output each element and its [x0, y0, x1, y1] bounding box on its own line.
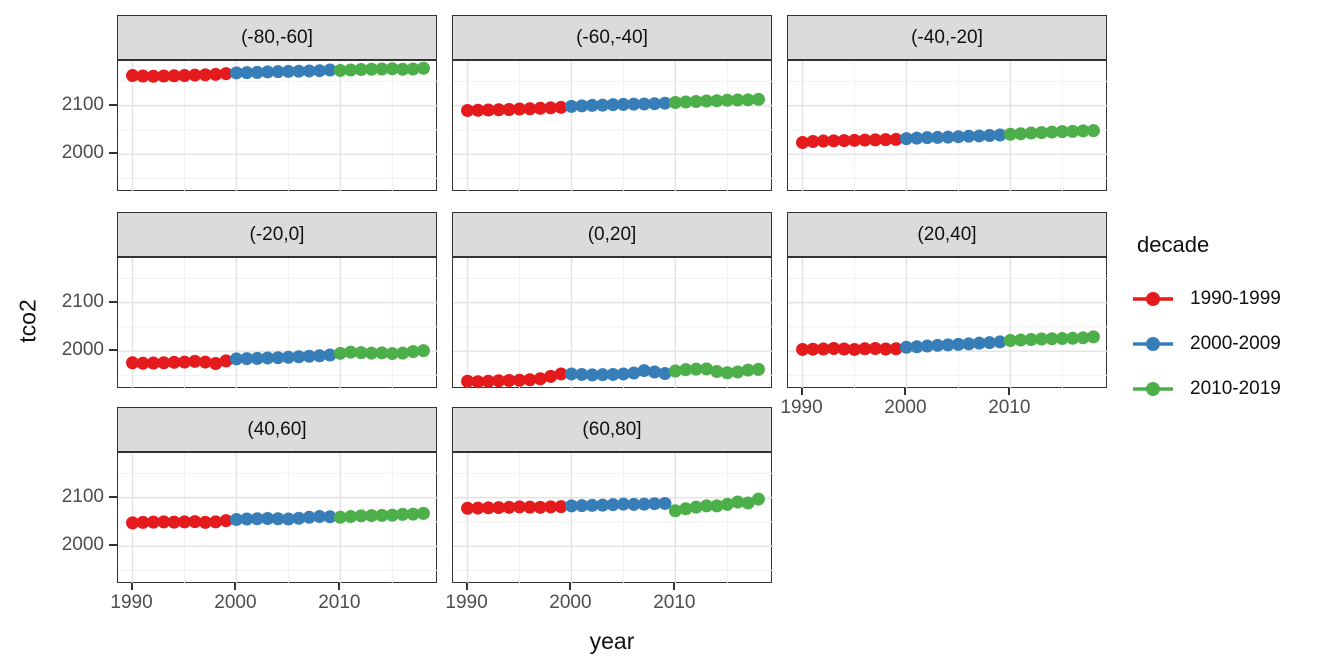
- series-2010-2019: [1003, 330, 1100, 347]
- facet-panel-svg: [788, 258, 1108, 389]
- facet-panel: [787, 60, 1108, 192]
- facet-strip-label: (-20,0]: [117, 212, 437, 257]
- series-1990-1999: [126, 354, 233, 371]
- x-tick-mark: [338, 583, 341, 590]
- legend-entries: 1990-1999 2000-2009 2010-2019: [1133, 276, 1281, 411]
- x-tick-label: 1990: [445, 592, 488, 613]
- series-1990-1999: [126, 67, 233, 83]
- x-tick-mark: [904, 388, 907, 395]
- series-2000-2009: [564, 364, 672, 382]
- facet-panel-svg: [788, 61, 1108, 192]
- facet-panel-svg: [453, 453, 773, 584]
- series-2000-2009: [564, 96, 672, 113]
- y-tick-label: 2000: [61, 534, 104, 556]
- series-2010-2019: [333, 344, 430, 361]
- facet-strip-label: (-40,-20]: [787, 15, 1107, 60]
- facet-panel: [787, 257, 1108, 389]
- series-1990-1999: [796, 341, 903, 356]
- facet-strip-label: (-80,-60]: [117, 15, 437, 60]
- legend-key-icon: [1133, 381, 1173, 396]
- series-2010-2019: [333, 506, 430, 524]
- x-tick-mark: [673, 583, 676, 590]
- y-tick-mark: [109, 544, 117, 547]
- series-2000-2009: [564, 496, 672, 513]
- legend-entry: 1990-1999: [1133, 276, 1281, 321]
- legend-key-icon: [1133, 291, 1173, 306]
- legend-entry: 2010-2019: [1133, 366, 1281, 411]
- facet-panel-svg: [118, 258, 438, 389]
- x-tick-label: 2000: [884, 397, 927, 418]
- facet-panel: [117, 452, 438, 584]
- y-tick-label: 2000: [61, 142, 104, 164]
- series-2000-2009: [229, 348, 337, 366]
- x-tick-mark: [130, 583, 133, 590]
- series-2010-2019: [1003, 124, 1100, 141]
- facet-panel: [452, 257, 773, 389]
- series-2010-2019: [333, 61, 430, 77]
- x-tick-label: 2010: [318, 592, 361, 613]
- legend-key-icon: [1133, 336, 1173, 351]
- legend-title: decade: [1137, 232, 1210, 257]
- facet-strip-label: (-60,-40]: [452, 15, 772, 60]
- x-tick-mark: [800, 388, 803, 395]
- series-2000-2009: [899, 128, 1007, 146]
- y-tick-mark: [109, 349, 117, 352]
- series-2000-2009: [229, 63, 337, 80]
- facet-strip-label: (0,20]: [452, 212, 772, 257]
- legend-entry: 2000-2009: [1133, 321, 1281, 366]
- y-tick-mark: [109, 103, 117, 106]
- facet-strip-label: (60,80]: [452, 407, 772, 452]
- facet-panel-svg: [453, 258, 773, 389]
- x-tick-label: 2010: [653, 592, 696, 613]
- series-2010-2019: [668, 362, 765, 380]
- y-tick-mark: [109, 495, 117, 498]
- x-tick-label: 2000: [214, 592, 257, 613]
- x-tick-label: 2010: [988, 397, 1031, 418]
- series-1990-1999: [461, 100, 568, 117]
- legend-entry-label: 2000-2009: [1190, 332, 1281, 354]
- facet-panel: [452, 60, 773, 192]
- series-2000-2009: [899, 335, 1007, 354]
- facet-panel: [117, 257, 438, 389]
- y-tick-label: 2100: [61, 93, 104, 115]
- series-2010-2019: [668, 92, 765, 109]
- y-tick-label: 2100: [61, 290, 104, 312]
- series-2010-2019: [668, 492, 765, 518]
- y-tick-mark: [109, 300, 117, 303]
- x-tick-mark: [569, 583, 572, 590]
- series-2000-2009: [229, 510, 337, 526]
- y-tick-label: 2000: [61, 339, 104, 361]
- facet-panel-svg: [118, 453, 438, 584]
- x-tick-label: 1990: [780, 397, 823, 418]
- legend: decade 1990-1999 2000-2009 2010-2019: [1133, 232, 1281, 411]
- series-1990-1999: [461, 500, 568, 515]
- series-1990-1999: [796, 132, 903, 150]
- y-tick-mark: [109, 152, 117, 155]
- facet-panel: [117, 60, 438, 192]
- x-tick-label: 1990: [110, 592, 153, 613]
- facet-panel-svg: [118, 61, 438, 192]
- series-1990-1999: [126, 514, 233, 530]
- x-tick-mark: [1008, 388, 1011, 395]
- y-tick-label: 2100: [61, 485, 104, 507]
- legend-entry-label: 1990-1999: [1190, 287, 1281, 309]
- series-1990-1999: [461, 367, 568, 389]
- facet-strip-label: (20,40]: [787, 212, 1107, 257]
- x-tick-mark: [234, 583, 237, 590]
- x-axis-title: year: [589, 628, 635, 654]
- facet-strip-label: (40,60]: [117, 407, 437, 452]
- x-tick-label: 2000: [549, 592, 592, 613]
- x-tick-mark: [465, 583, 468, 590]
- facet-panel: [452, 452, 773, 584]
- legend-entry-label: 2010-2019: [1190, 377, 1281, 399]
- facet-panel-svg: [453, 61, 773, 192]
